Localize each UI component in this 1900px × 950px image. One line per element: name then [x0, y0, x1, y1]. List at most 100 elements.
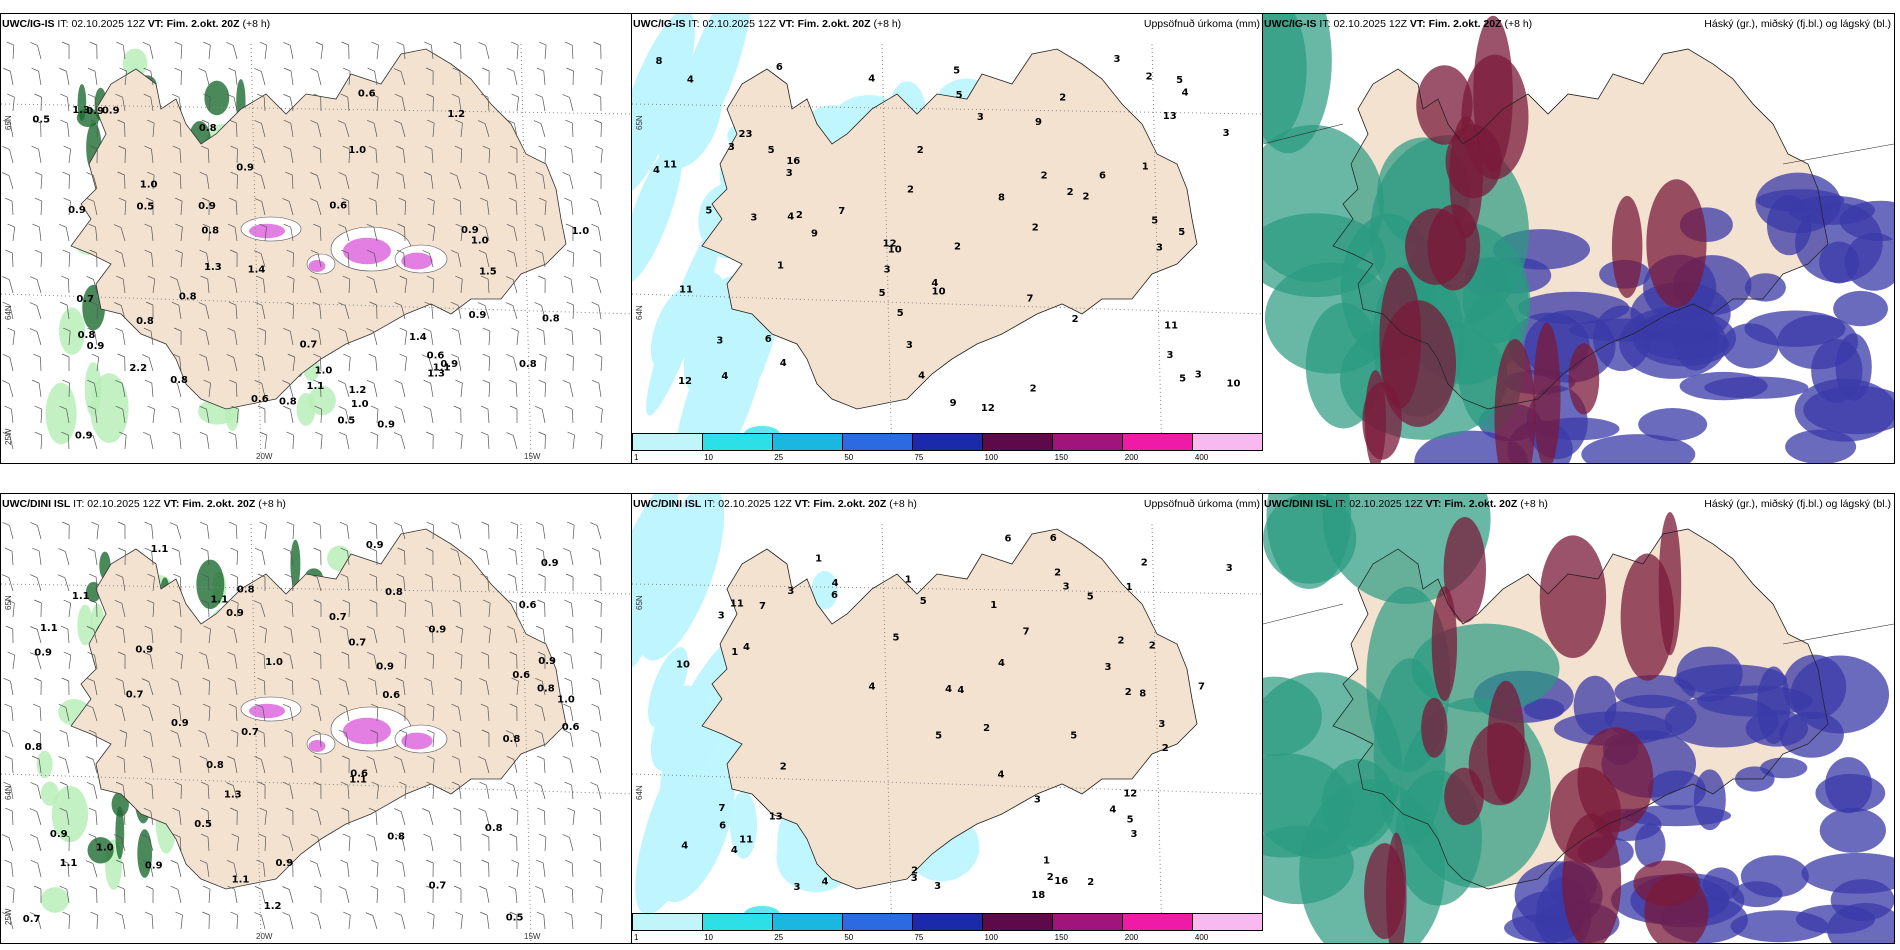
wind-barb-flag	[312, 521, 321, 526]
wind-barb-flag	[394, 302, 402, 306]
wind-barb-flag	[4, 703, 12, 708]
wind-barb	[150, 733, 154, 748]
wind-barb-flag	[286, 301, 294, 306]
wind-barb	[345, 733, 350, 748]
wind-barb	[179, 357, 182, 372]
wind-barb-flag	[143, 67, 151, 72]
wind-barb	[150, 759, 154, 774]
wind-barb	[151, 149, 154, 164]
wind-barb-flag	[62, 911, 70, 916]
wind-barb-flag	[480, 431, 489, 436]
wind-barb	[516, 97, 519, 112]
wind-barb	[598, 305, 602, 320]
wind-barb	[597, 201, 602, 216]
wind-barb-flag	[230, 911, 238, 916]
wind-barb-flag	[144, 223, 152, 228]
wind-barb	[373, 279, 378, 294]
wind-barb-flag	[399, 729, 407, 734]
colorbar-swatch	[983, 914, 1053, 930]
colorbar-label: 400	[1194, 453, 1209, 462]
wind-barb	[65, 227, 70, 242]
wind-barb	[404, 357, 407, 372]
wind-barb-flag	[4, 755, 13, 760]
wind-barb	[404, 733, 407, 748]
wind-barb	[376, 434, 378, 450]
wind-barb-flag	[227, 885, 235, 890]
value-label: 0.9	[75, 431, 93, 442]
wind-barb-flag	[170, 860, 178, 864]
wind-barb	[148, 707, 154, 722]
wind-barb-flag	[142, 42, 151, 46]
wind-barb-flag	[340, 547, 348, 552]
wind-barb	[345, 409, 350, 424]
wind-barb	[346, 707, 350, 722]
wind-barb	[348, 837, 351, 852]
wind-barb-flag	[147, 119, 155, 124]
wind-barb-flag	[481, 859, 489, 864]
wind-barb-flag	[4, 547, 13, 552]
value-label: 3	[794, 882, 801, 893]
wind-barb	[289, 707, 294, 722]
wind-barb-flag	[228, 197, 237, 202]
cloud-low	[1581, 434, 1696, 463]
wind-barb	[93, 383, 98, 398]
wind-barb-flag	[32, 703, 41, 708]
wind-barb	[122, 97, 126, 112]
cloud-low	[1517, 291, 1630, 325]
wind-barb-flag	[60, 859, 69, 864]
value-label: 6	[719, 820, 726, 831]
wind-barb	[67, 435, 70, 450]
wind-barb-flag	[254, 198, 262, 202]
wind-barb	[569, 383, 574, 398]
wind-barb-flag	[342, 833, 351, 838]
wind-barb-flag	[538, 275, 546, 280]
wind-barb	[430, 681, 434, 696]
wind-barb	[596, 525, 602, 540]
wind-barb-flag	[282, 651, 291, 656]
wind-barb-flag	[370, 859, 379, 864]
value-label: 5	[1087, 591, 1094, 602]
wind-barb	[317, 915, 322, 930]
wind-barb-flag	[509, 833, 517, 838]
wind-barb	[40, 253, 43, 268]
wind-barb-flag	[424, 573, 433, 578]
wind-barb-flag	[141, 704, 150, 708]
colorbar-swatch	[1053, 914, 1123, 930]
value-label: 0.8	[537, 683, 555, 694]
wind-barb-flag	[201, 599, 209, 604]
wind-barb-flag	[254, 380, 262, 384]
wind-barb	[234, 681, 238, 696]
wind-barb	[206, 863, 210, 878]
wind-barb-flag	[506, 224, 515, 228]
panel-ig-cloud: UWC/IG-IS IT: 02.10.2025 12Z VT: Fim. 2.…	[1262, 13, 1895, 464]
wind-barb	[460, 862, 462, 878]
value-label: 5	[768, 145, 775, 156]
wind-barb	[373, 383, 378, 398]
wind-barb	[92, 863, 98, 878]
value-label: 1.5	[479, 266, 497, 277]
wind-barb	[96, 914, 98, 930]
wind-barb-flag	[285, 807, 294, 812]
precip-colorbar: 1 10 25 50 75 100 150 200 400	[632, 433, 1263, 463]
wind-barb-flag	[33, 729, 41, 734]
wind-barb	[345, 227, 350, 242]
wind-barb-flag	[371, 171, 379, 176]
wind-barb	[600, 409, 603, 424]
wind-barb	[400, 435, 406, 450]
wind-barb	[401, 915, 406, 930]
wind-barb	[12, 97, 15, 112]
wind-barb-flag	[393, 522, 402, 526]
value-label: 1.3	[204, 262, 222, 273]
wind-barb-flag	[338, 886, 346, 890]
wind-barb-flag	[284, 729, 292, 734]
precip-heavy	[137, 829, 153, 878]
axis-label: 65N	[635, 595, 644, 610]
wind-barb	[8, 279, 14, 294]
wind-barb-flag	[426, 521, 434, 526]
value-label: 3	[1158, 719, 1165, 730]
wind-barb	[207, 551, 210, 566]
wind-barb	[123, 811, 126, 826]
wind-barb	[404, 331, 408, 346]
wind-barb-flag	[594, 651, 602, 656]
wind-barb-flag	[508, 547, 516, 552]
